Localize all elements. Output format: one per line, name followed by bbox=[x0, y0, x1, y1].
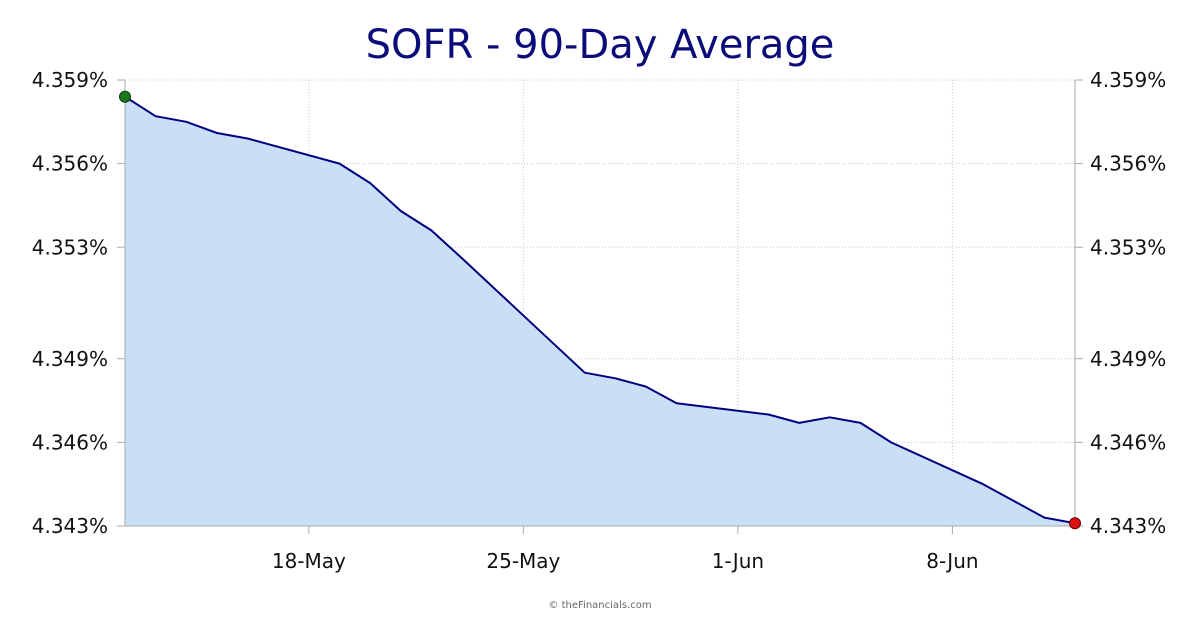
y-tick-label-right: 4.353% bbox=[1090, 235, 1166, 259]
y-axis-left-labels: 4.359% 4.356% 4.353% 4.349% 4.346% 4.343% bbox=[32, 68, 108, 538]
y-tick-label-left: 4.359% bbox=[32, 68, 108, 92]
y-tick-label-left: 4.346% bbox=[32, 430, 108, 454]
x-tick-label: 25-May bbox=[486, 549, 560, 573]
plot-frame bbox=[117, 79, 1083, 534]
y-tick-label-right: 4.349% bbox=[1090, 347, 1166, 371]
y-tick-label-left: 4.349% bbox=[32, 347, 108, 371]
credit-text: © theFinancials.com bbox=[548, 600, 651, 611]
y-tick-label-right: 4.346% bbox=[1090, 430, 1166, 454]
series-line bbox=[124, 95, 1076, 525]
x-tick-label: 18-May bbox=[272, 549, 346, 573]
y-tick-label-right: 4.356% bbox=[1090, 152, 1166, 176]
y-axis-right-labels: 4.359% 4.356% 4.353% 4.349% 4.346% 4.343% bbox=[1090, 68, 1166, 538]
y-tick-label-left: 4.353% bbox=[32, 235, 108, 259]
series-path bbox=[124, 95, 1076, 525]
chart-title: SOFR - 90-Day Average bbox=[366, 22, 835, 68]
y-tick-label-left: 4.343% bbox=[32, 514, 108, 538]
area-fill bbox=[125, 96, 1075, 526]
y-tick-label-right: 4.343% bbox=[1090, 514, 1166, 538]
y-tick-label-left: 4.356% bbox=[32, 152, 108, 176]
end-point-marker bbox=[1069, 517, 1081, 530]
x-axis-labels: 18-May 25-May 1-Jun 8-Jun bbox=[272, 549, 979, 573]
area-path bbox=[125, 96, 1075, 526]
endpoint-markers bbox=[119, 90, 1081, 530]
y-tick-label-right: 4.359% bbox=[1090, 68, 1166, 92]
x-tick-label: 1-Jun bbox=[712, 549, 764, 573]
x-tick-label: 8-Jun bbox=[926, 549, 978, 573]
start-point-marker bbox=[119, 90, 131, 103]
